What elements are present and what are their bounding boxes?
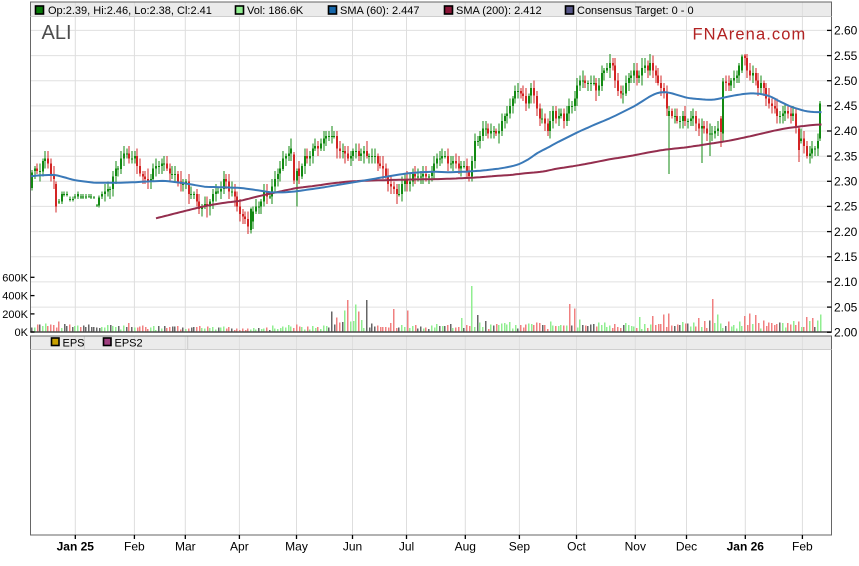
svg-text:Feb: Feb (792, 540, 813, 554)
svg-text:200K: 200K (2, 309, 28, 321)
svg-text:Jan 25: Jan 25 (57, 540, 95, 554)
svg-text:2.60: 2.60 (834, 24, 858, 38)
svg-text:Feb: Feb (124, 540, 145, 554)
svg-text:Aug: Aug (455, 540, 476, 554)
svg-text:2.35: 2.35 (834, 149, 858, 163)
svg-text:0K: 0K (15, 327, 29, 339)
svg-text:2.25: 2.25 (834, 200, 858, 214)
svg-text:400K: 400K (2, 291, 28, 303)
svg-text:2.20: 2.20 (834, 225, 858, 239)
svg-text:2.30: 2.30 (834, 175, 858, 189)
svg-text:Oct: Oct (567, 540, 586, 554)
svg-text:2.50: 2.50 (834, 74, 858, 88)
svg-text:2.05: 2.05 (834, 300, 858, 314)
svg-text:2.00: 2.00 (834, 325, 858, 339)
svg-text:Jan 26: Jan 26 (727, 540, 765, 554)
svg-text:Jul: Jul (399, 540, 414, 554)
svg-text:Sep: Sep (509, 540, 531, 554)
svg-text:EPS2: EPS2 (115, 338, 143, 350)
svg-text:Nov: Nov (625, 540, 646, 554)
svg-text:FNArena.com: FNArena.com (693, 26, 807, 44)
svg-text:2.10: 2.10 (834, 275, 858, 289)
svg-text:Consensus Target: 0 - 0: Consensus Target: 0 - 0 (577, 5, 694, 17)
svg-text:2.40: 2.40 (834, 124, 858, 138)
svg-text:600K: 600K (2, 272, 28, 284)
svg-text:2.55: 2.55 (834, 49, 858, 63)
svg-text:Vol: 186.6K: Vol: 186.6K (247, 5, 304, 17)
svg-text:2.15: 2.15 (834, 250, 858, 264)
svg-text:EPS: EPS (63, 338, 85, 350)
svg-text:Mar: Mar (175, 540, 196, 554)
svg-text:Op:2.39, Hi:2.46, Lo:2.38, Cl:: Op:2.39, Hi:2.46, Lo:2.38, Cl:2.41 (48, 5, 212, 17)
svg-text:SMA (200): 2.412: SMA (200): 2.412 (456, 5, 542, 17)
svg-text:SMA (60): 2.447: SMA (60): 2.447 (340, 5, 420, 17)
svg-text:2.45: 2.45 (834, 99, 858, 113)
svg-text:May: May (285, 540, 308, 554)
svg-text:Dec: Dec (676, 540, 697, 554)
svg-text:Apr: Apr (230, 540, 249, 554)
svg-text:Jun: Jun (343, 540, 362, 554)
svg-text:ALI: ALI (42, 22, 72, 44)
